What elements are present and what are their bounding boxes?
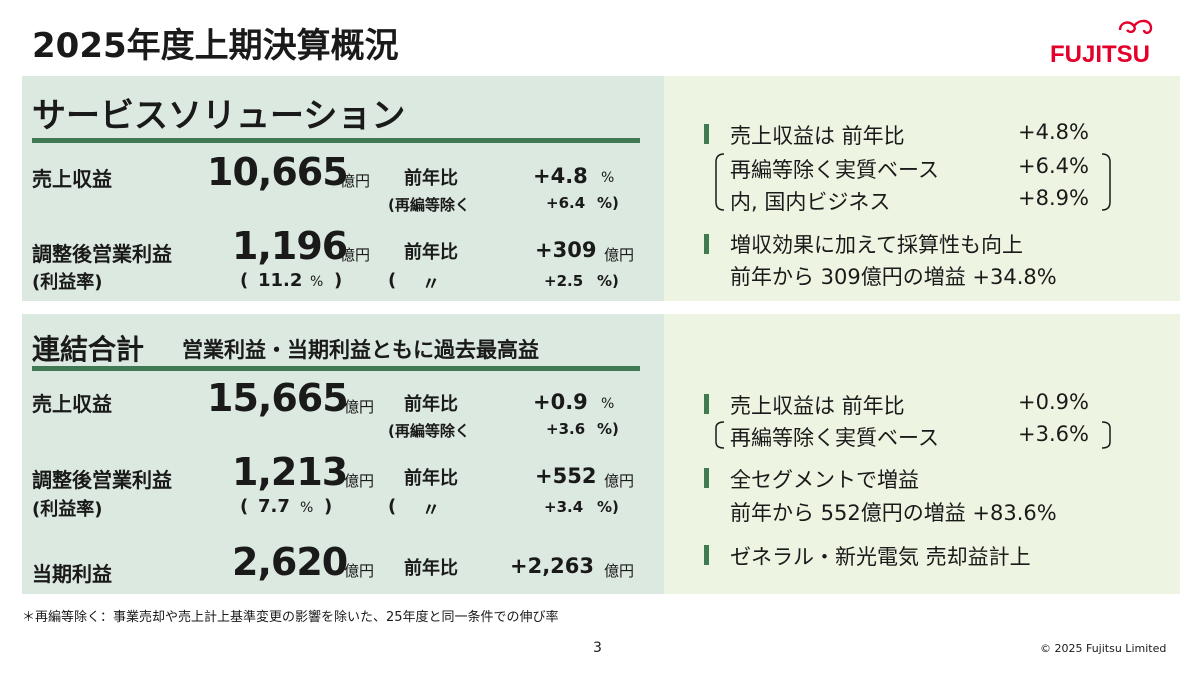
service-profit-margin-value: 11.2 — [258, 270, 303, 291]
service-revenue-yoy-value: +4.8 — [533, 164, 588, 188]
consolidated-profit-margin-pct: % — [300, 500, 314, 516]
service-note-3-text: 内, 国内ビジネス — [730, 190, 891, 214]
service-profit-ditto: 〃 — [422, 274, 440, 295]
consolidated-net-yoy-label: 前年比 — [404, 558, 458, 579]
consolidated-title: 連結合計 — [32, 333, 145, 366]
consolidated-profit-yoy-unit: 億円 — [604, 472, 635, 490]
consolidated-net-value: 2,620 — [232, 540, 348, 584]
service-revenue-unit: 億円 — [340, 172, 371, 190]
consolidated-profit-margin-open: ( — [240, 496, 249, 517]
consolidated-revenue-label: 売上収益 — [32, 392, 112, 416]
service-profit-label: 調整後営業利益 — [32, 242, 172, 266]
consolidated-revenue-value: 15,665 — [207, 376, 349, 420]
consolidated-revenue-yoy-label: 前年比 — [404, 394, 458, 415]
consolidated-bracket-left — [715, 421, 725, 449]
service-note-1-value: +4.8% — [1018, 120, 1089, 144]
consolidated-profit-yoy-label: 前年比 — [404, 468, 458, 489]
service-note-bullet-2 — [704, 234, 709, 254]
footnote: ＊再編等除く：事業売却や売上計上基準変更の影響を除いた、25年度と同一条件での伸… — [22, 610, 559, 625]
service-profit-sub-close: %) — [597, 272, 619, 290]
consolidated-profit-value: 1,213 — [232, 450, 348, 494]
consolidated-net-yoy-unit: 億円 — [604, 562, 635, 580]
svg-text:FUJITSU: FUJITSU — [1050, 41, 1150, 66]
service-bracket-right — [1101, 153, 1111, 211]
consolidated-panel — [22, 314, 664, 594]
consolidated-profit-ditto-open: ( — [388, 496, 397, 517]
service-rule — [32, 138, 640, 143]
consolidated-net-label: 当期利益 — [32, 562, 112, 586]
consolidated-note-4-text: 前年から 552億円の増益 +83.6% — [730, 501, 1057, 525]
consolidated-notes-panel — [664, 314, 1180, 594]
service-panel — [22, 76, 664, 301]
service-note-5-text: 前年から 309億円の増益 +34.8% — [730, 265, 1057, 289]
consolidated-revenue-sub-label: (再編等除く — [388, 422, 470, 440]
service-notes-panel — [664, 76, 1180, 301]
consolidated-revenue-sub-value: +3.6 — [546, 420, 586, 438]
service-note-2-text: 再編等除く実質ベース — [730, 158, 939, 182]
service-revenue-sub-value: +6.4 — [546, 194, 586, 212]
service-profit-yoy-unit: 億円 — [604, 246, 635, 264]
service-note-2-value: +6.4% — [1018, 154, 1089, 178]
service-title: サービスソリューション — [32, 96, 406, 136]
consolidated-revenue-sub-close: %) — [597, 420, 619, 438]
consolidated-net-unit: 億円 — [344, 562, 375, 580]
service-profit-sublabel: (利益率) — [32, 272, 103, 293]
service-profit-yoy-value: +309 — [535, 238, 597, 262]
consolidated-revenue-yoy-pct: % — [601, 396, 615, 412]
consolidated-profit-yoy-value: +552 — [535, 464, 597, 488]
service-profit-sub-value: +2.5 — [544, 272, 584, 290]
consolidated-note-1-text: 売上収益は 前年比 — [730, 394, 905, 418]
consolidated-note-3-text: 全セグメントで増益 — [730, 468, 919, 492]
consolidated-profit-margin-value: 7.7 — [258, 496, 290, 517]
consolidated-net-yoy-value: +2,263 — [510, 554, 595, 578]
service-profit-ditto-open: ( — [388, 270, 397, 291]
consolidated-rule — [32, 366, 640, 371]
consolidated-revenue-yoy-value: +0.9 — [533, 390, 588, 414]
consolidated-profit-sub-value: +3.4 — [544, 498, 584, 516]
consolidated-note-bullet-1 — [704, 394, 709, 414]
service-note-3-value: +8.9% — [1018, 186, 1089, 210]
service-revenue-sub-close: %) — [597, 194, 619, 212]
service-revenue-yoy-label: 前年比 — [404, 168, 458, 189]
service-profit-margin-pct: % — [310, 274, 324, 290]
service-bracket-left — [715, 153, 725, 211]
service-profit-unit: 億円 — [340, 246, 371, 264]
fujitsu-logo: FUJITSU — [1050, 19, 1153, 66]
consolidated-profit-label: 調整後営業利益 — [32, 468, 172, 492]
service-note-1-text: 売上収益は 前年比 — [730, 124, 905, 148]
service-profit-margin-close: ) — [334, 270, 343, 291]
consolidated-profit-margin-close: ) — [324, 496, 333, 517]
consolidated-subtitle: 営業利益・当期利益ともに過去最高益 — [182, 338, 539, 362]
consolidated-bracket-right — [1101, 421, 1111, 449]
service-revenue-value: 10,665 — [207, 150, 349, 194]
consolidated-profit-unit: 億円 — [344, 472, 375, 490]
consolidated-note-5-text: ゼネラル・新光電気 売却益計上 — [730, 545, 1031, 569]
service-revenue-sub-label: (再編等除く — [388, 196, 470, 214]
consolidated-note-1-value: +0.9% — [1018, 390, 1089, 414]
consolidated-note-bullet-2 — [704, 468, 709, 488]
service-note-4-text: 増収効果に加えて採算性も向上 — [730, 233, 1023, 257]
service-profit-margin-open: ( — [240, 270, 249, 291]
service-revenue-yoy-pct: % — [601, 170, 615, 186]
page-title: 2025年度上期決算概況 — [32, 26, 399, 66]
page-number: 3 — [593, 640, 602, 656]
consolidated-revenue-unit: 億円 — [344, 398, 375, 416]
copyright: © 2025 Fujitsu Limited — [1040, 642, 1167, 655]
service-profit-value: 1,196 — [232, 224, 348, 268]
consolidated-profit-ditto: 〃 — [422, 500, 440, 521]
service-note-bullet-1 — [704, 124, 709, 144]
consolidated-profit-sub-close: %) — [597, 498, 619, 516]
consolidated-profit-sublabel: (利益率) — [32, 499, 103, 520]
consolidated-note-bullet-3 — [704, 545, 709, 565]
service-revenue-label: 売上収益 — [32, 167, 112, 191]
service-profit-yoy-label: 前年比 — [404, 242, 458, 263]
consolidated-note-2-text: 再編等除く実質ベース — [730, 426, 939, 450]
consolidated-note-2-value: +3.6% — [1018, 422, 1089, 446]
